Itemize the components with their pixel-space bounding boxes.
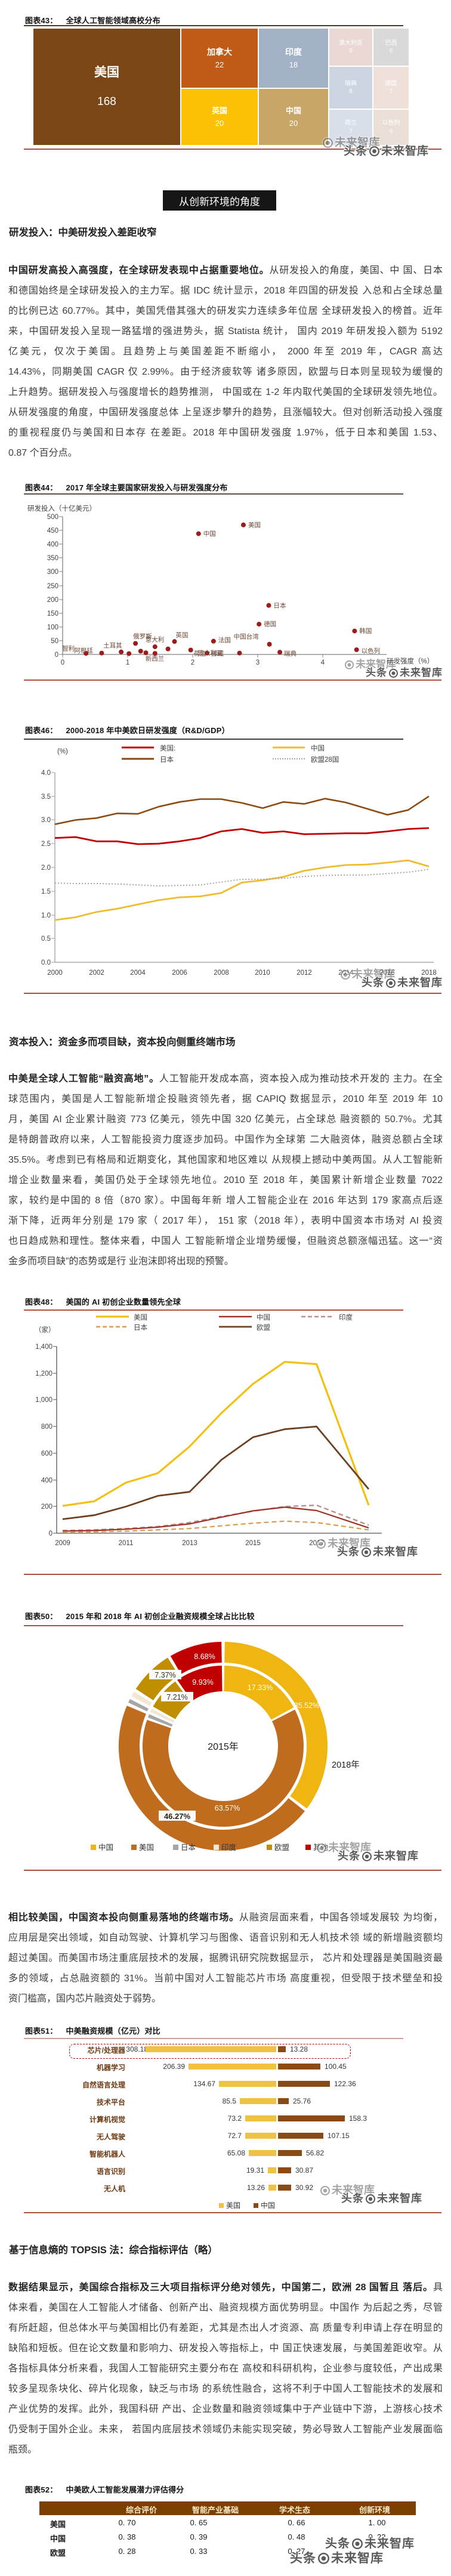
- svg-text:荷兰: 荷兰: [194, 650, 206, 657]
- svg-text:阿根廷: 阿根廷: [74, 647, 93, 654]
- svg-text:意大利: 意大利: [146, 636, 164, 644]
- svg-text:1,400: 1,400: [35, 1343, 52, 1351]
- svg-text:2018: 2018: [421, 969, 437, 977]
- svg-text:3.0: 3.0: [41, 817, 51, 824]
- svg-text:欧盟: 欧盟: [257, 1324, 270, 1332]
- svg-text:3.5: 3.5: [41, 793, 51, 801]
- svg-text:0: 0: [61, 659, 64, 666]
- svg-text:日本: 日本: [274, 601, 286, 609]
- svg-text:2018年: 2018年: [332, 1760, 360, 1770]
- svg-text:欧盟28国: 欧盟28国: [311, 756, 339, 764]
- svg-text:1.5: 1.5: [41, 888, 51, 895]
- svg-text:新西兰: 新西兰: [146, 655, 164, 663]
- svg-text:1: 1: [126, 659, 129, 666]
- svg-text:2009: 2009: [55, 1540, 70, 1547]
- svg-text:2004: 2004: [130, 969, 146, 977]
- svg-text:瑞典: 瑞典: [284, 650, 296, 657]
- svg-text:9.93%: 9.93%: [192, 1678, 213, 1687]
- svg-text:4: 4: [321, 659, 325, 666]
- svg-text:(%): (%): [57, 748, 68, 755]
- svg-text:400: 400: [47, 541, 58, 548]
- svg-text:研发投入（十亿美元）: 研发投入（十亿美元）: [27, 504, 96, 512]
- svg-text:2015年: 2015年: [208, 1741, 239, 1752]
- svg-text:澳大利亚: 澳大利亚: [198, 649, 223, 657]
- svg-text:100: 100: [47, 624, 58, 631]
- svg-text:800: 800: [41, 1423, 52, 1431]
- svg-text:2.0: 2.0: [41, 864, 51, 872]
- svg-text:0: 0: [55, 651, 58, 659]
- svg-text:50: 50: [51, 638, 58, 645]
- svg-text:600: 600: [41, 1450, 52, 1457]
- svg-text:1,000: 1,000: [35, 1397, 52, 1404]
- svg-text:法国: 法国: [218, 636, 231, 644]
- svg-text:印度: 印度: [339, 1313, 353, 1321]
- svg-text:2008: 2008: [214, 969, 229, 977]
- svg-text:2002: 2002: [89, 969, 104, 977]
- svg-text:中国: 中国: [257, 1314, 270, 1321]
- svg-text:1.0: 1.0: [41, 912, 51, 919]
- svg-text:150: 150: [47, 610, 58, 617]
- svg-text:8.68%: 8.68%: [194, 1653, 215, 1661]
- svg-text:7.21%: 7.21%: [166, 1693, 187, 1701]
- svg-text:4.0: 4.0: [41, 770, 51, 777]
- svg-text:2: 2: [191, 659, 194, 666]
- svg-text:0.0: 0.0: [41, 959, 51, 966]
- svg-text:土耳其: 土耳其: [103, 641, 122, 649]
- svg-text:35.52%: 35.52%: [294, 1701, 319, 1710]
- svg-text:韩国: 韩国: [359, 627, 372, 635]
- svg-text:中国: 中国: [311, 745, 325, 752]
- svg-text:250: 250: [47, 583, 58, 590]
- svg-text:英国: 英国: [176, 631, 189, 639]
- svg-text:0: 0: [49, 1530, 52, 1537]
- svg-text:美国: 美国: [134, 1313, 147, 1321]
- svg-text:俄罗斯: 俄罗斯: [133, 632, 152, 640]
- svg-text:研发强度（%）: 研发强度（%）: [387, 657, 434, 665]
- svg-text:1,200: 1,200: [35, 1370, 52, 1377]
- svg-text:2010: 2010: [255, 969, 270, 977]
- svg-text:德国: 德国: [264, 620, 276, 628]
- svg-text:挪威: 挪威: [211, 650, 224, 657]
- svg-text:7.37%: 7.37%: [155, 1671, 175, 1679]
- svg-text:350: 350: [47, 555, 58, 562]
- svg-text:3: 3: [256, 659, 260, 666]
- svg-text:2016: 2016: [379, 969, 395, 977]
- svg-text:46.27%: 46.27%: [164, 1812, 191, 1821]
- svg-text:中国台湾: 中国台湾: [234, 632, 259, 640]
- svg-text:美国: 美国: [248, 521, 261, 529]
- svg-text:以色列: 以色列: [362, 647, 381, 655]
- svg-text:450: 450: [47, 527, 58, 535]
- svg-text:17.33%: 17.33%: [248, 1684, 273, 1692]
- svg-text:2.5: 2.5: [41, 841, 51, 848]
- svg-text:400: 400: [41, 1477, 52, 1484]
- svg-text:2000: 2000: [47, 969, 63, 977]
- svg-text:2011: 2011: [119, 1540, 134, 1547]
- svg-text:200: 200: [47, 597, 58, 604]
- svg-text:500: 500: [47, 514, 58, 521]
- svg-text:中国: 中国: [203, 530, 216, 538]
- svg-text:2013: 2013: [182, 1540, 197, 1547]
- svg-text:300: 300: [47, 569, 58, 576]
- svg-text:2006: 2006: [172, 969, 187, 977]
- svg-text:智利: 智利: [62, 645, 75, 653]
- svg-text:0.5: 0.5: [41, 935, 51, 943]
- svg-text:日本: 日本: [134, 1323, 147, 1332]
- svg-text:（家）: （家）: [35, 1326, 55, 1334]
- svg-text:2012: 2012: [296, 969, 312, 977]
- svg-text:美国:: 美国:: [160, 744, 175, 752]
- svg-text:63.57%: 63.57%: [215, 1804, 240, 1812]
- svg-text:日本: 日本: [160, 755, 174, 764]
- svg-text:200: 200: [41, 1503, 52, 1511]
- svg-text:2015: 2015: [245, 1540, 261, 1547]
